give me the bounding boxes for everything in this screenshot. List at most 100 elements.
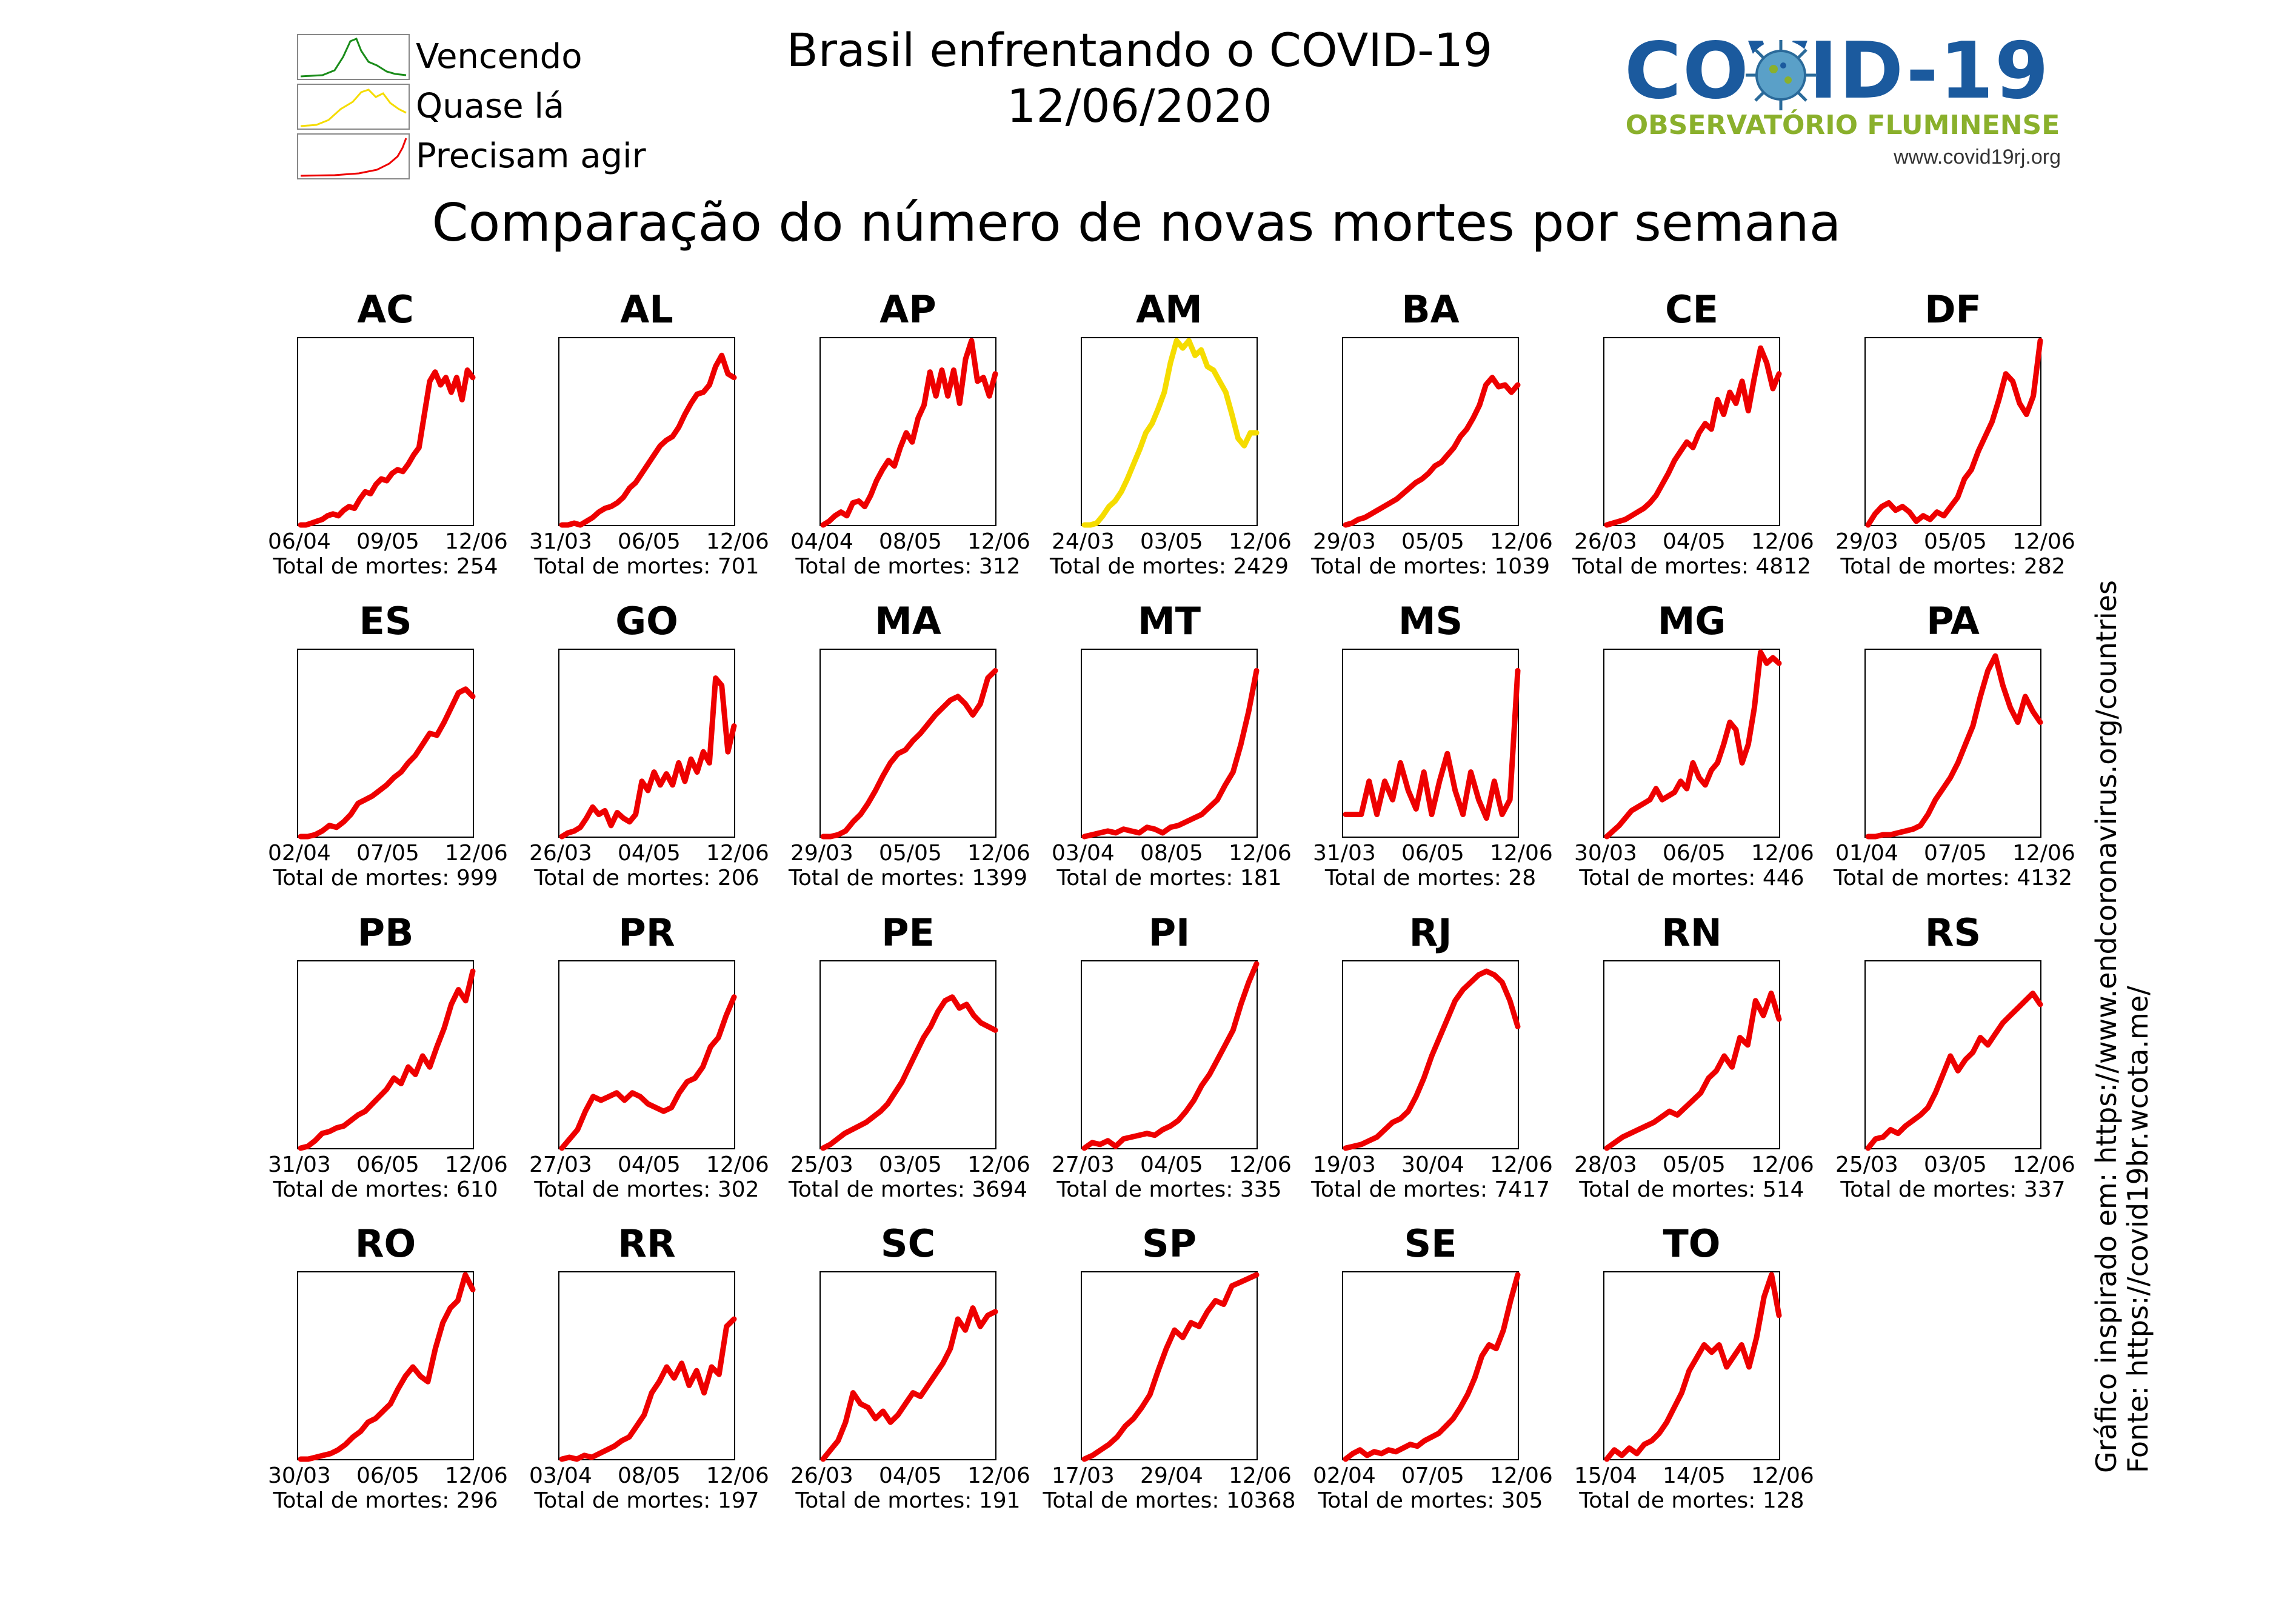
series-line-mg [1604, 649, 1782, 840]
x-tick-label-rj-0: 19/03 [1313, 1152, 1376, 1177]
plot-sc [819, 1271, 998, 1462]
x-tick-label-go-0: 26/03 [529, 841, 592, 866]
x-tick-label-rr-0: 03/04 [529, 1463, 592, 1488]
legend-swatch-precisam-agir [297, 133, 410, 179]
source-inspiration: Gráfico inspirado em: https://www.endcor… [2090, 580, 2123, 1473]
x-tick-label-sc-0: 26/03 [790, 1463, 853, 1488]
x-tick-label-mg-1: 06/05 [1663, 841, 1726, 866]
panel-title-mg: MG [1657, 599, 1726, 643]
plot-se [1342, 1271, 1521, 1462]
plot-rs [1864, 960, 2043, 1151]
x-tick-label-ap-1: 08/05 [879, 529, 942, 554]
plot-svg-ro [298, 1272, 476, 1462]
total-deaths-go: Total de mortes: 206 [534, 866, 759, 891]
series-line-pa [1865, 653, 2043, 840]
legend-swatch-vencendo [297, 34, 410, 80]
x-tick-label-al-0: 31/03 [529, 529, 592, 554]
total-deaths-sp: Total de mortes: 10368 [1043, 1488, 1296, 1513]
x-tick-label-mt-2: 12/06 [1229, 841, 1292, 866]
panel-title-go: GO [615, 599, 678, 643]
x-tick-label-sp-0: 17/03 [1052, 1463, 1115, 1488]
x-tick-label-sp-2: 12/06 [1229, 1463, 1292, 1488]
logo-subtitle: OBSERVATÓRIO FLUMINENSE [1625, 110, 2060, 141]
x-tick-label-ro-2: 12/06 [445, 1463, 508, 1488]
panel-title-rj: RJ [1409, 911, 1452, 955]
panel-title-rr: RR [618, 1221, 676, 1266]
x-tick-label-ms-0: 31/03 [1313, 841, 1376, 866]
plot-go [558, 649, 737, 840]
x-tick-label-es-0: 02/04 [268, 841, 331, 866]
panel-title-df: DF [1924, 287, 1981, 332]
total-deaths-pr: Total de mortes: 302 [534, 1177, 759, 1202]
series-line-am [1081, 338, 1260, 528]
plot-sp [1081, 1271, 1260, 1462]
x-tick-label-sp-1: 29/04 [1140, 1463, 1203, 1488]
series-line-pb [298, 968, 476, 1151]
plot-ap [819, 337, 998, 528]
x-tick-label-ba-1: 05/05 [1401, 529, 1464, 554]
plot-svg-to [1604, 1272, 1782, 1462]
plot-svg-al [559, 352, 737, 528]
x-tick-label-am-0: 24/03 [1052, 529, 1115, 554]
logo-url: www.covid19rj.org [1894, 145, 2061, 169]
panel-title-ma: MA [875, 599, 941, 643]
plot-svg-rn [1604, 991, 1782, 1151]
series-line-mt [1081, 667, 1260, 840]
total-deaths-pb: Total de mortes: 610 [273, 1177, 498, 1202]
total-deaths-to: Total de mortes: 128 [1579, 1488, 1804, 1513]
x-tick-label-ac-1: 09/05 [356, 529, 419, 554]
plot-svg-pa [1865, 653, 2043, 840]
total-deaths-rn: Total de mortes: 514 [1579, 1177, 1804, 1202]
panel-title-ce: CE [1665, 287, 1718, 332]
x-tick-label-mt-1: 08/05 [1140, 841, 1203, 866]
x-tick-label-se-1: 07/05 [1401, 1463, 1464, 1488]
total-deaths-ro: Total de mortes: 296 [273, 1488, 498, 1513]
x-tick-label-rn-0: 28/03 [1574, 1152, 1637, 1177]
x-tick-label-ms-2: 12/06 [1490, 841, 1553, 866]
series-line-sp [1081, 1272, 1260, 1462]
series-line-al [559, 352, 737, 528]
x-tick-label-rj-2: 12/06 [1490, 1152, 1553, 1177]
total-deaths-ma: Total de mortes: 1399 [788, 866, 1028, 891]
series-line-ms [1343, 667, 1521, 821]
plot-svg-es [298, 686, 476, 840]
series-line-sc [820, 1305, 998, 1462]
x-tick-label-ro-0: 30/03 [268, 1463, 331, 1488]
x-tick-label-to-2: 12/06 [1751, 1463, 1814, 1488]
plot-svg-pe [820, 994, 998, 1151]
panel-title-al: AL [620, 287, 673, 332]
total-deaths-ba: Total de mortes: 1039 [1310, 554, 1550, 579]
total-deaths-am: Total de mortes: 2429 [1049, 554, 1289, 579]
panel-title-es: ES [359, 599, 412, 643]
x-tick-label-rr-2: 12/06 [706, 1463, 769, 1488]
series-line-pi [1081, 961, 1260, 1151]
total-deaths-ce: Total de mortes: 4812 [1572, 554, 1812, 579]
plot-ac [297, 337, 476, 528]
plot-svg-pr [559, 994, 737, 1151]
plot-ce [1603, 337, 1782, 528]
plot-svg-go [559, 675, 737, 840]
x-tick-label-sc-2: 12/06 [967, 1463, 1030, 1488]
total-deaths-se: Total de mortes: 305 [1318, 1488, 1543, 1513]
x-tick-label-pi-2: 12/06 [1229, 1152, 1292, 1177]
x-tick-label-ap-2: 12/06 [967, 529, 1030, 554]
plot-svg-pb [298, 968, 476, 1151]
plot-to [1603, 1271, 1782, 1462]
x-tick-label-ce-0: 26/03 [1574, 529, 1637, 554]
legend-label-precisam-agir: Precisam agir [416, 136, 646, 176]
series-line-ro [298, 1272, 476, 1462]
total-deaths-df: Total de mortes: 282 [1840, 554, 2066, 579]
panel-title-mt: MT [1138, 599, 1201, 643]
plot-svg-pi [1081, 961, 1260, 1151]
total-deaths-mt: Total de mortes: 181 [1056, 866, 1282, 891]
plot-svg-df [1865, 338, 2043, 528]
x-tick-label-mg-0: 30/03 [1574, 841, 1637, 866]
plot-svg-am [1081, 338, 1260, 528]
panel-title-pb: PB [357, 911, 414, 955]
x-tick-label-se-0: 02/04 [1313, 1463, 1376, 1488]
plot-pe [819, 960, 998, 1151]
plot-mt [1081, 649, 1260, 840]
x-tick-label-ma-2: 12/06 [967, 841, 1030, 866]
total-deaths-ms: Total de mortes: 28 [1324, 866, 1537, 891]
logo: COVID-19 OBSERVATÓRIO FLUMINENSE www.cov… [1624, 29, 2061, 175]
